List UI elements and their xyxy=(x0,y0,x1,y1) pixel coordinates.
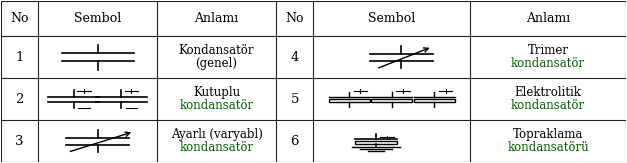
Text: Trimer: Trimer xyxy=(527,44,569,57)
Text: Sembol: Sembol xyxy=(368,12,415,25)
Text: kondansatörü: kondansatörü xyxy=(507,141,589,154)
Text: 3: 3 xyxy=(15,135,24,148)
Text: Ayarlı (varyabl): Ayarlı (varyabl) xyxy=(171,128,263,141)
Text: 1: 1 xyxy=(15,51,24,64)
Text: kondansatör: kondansatör xyxy=(179,141,253,154)
Text: kondansatör: kondansatör xyxy=(511,57,585,70)
Text: No: No xyxy=(285,12,304,25)
Text: 2: 2 xyxy=(15,93,24,106)
Text: Sembol: Sembol xyxy=(74,12,121,25)
Text: Kutuplu: Kutuplu xyxy=(193,86,240,99)
Text: No: No xyxy=(10,12,29,25)
Text: 6: 6 xyxy=(290,135,299,148)
Text: (genel): (genel) xyxy=(196,57,238,70)
Text: kondansatör: kondansatör xyxy=(511,99,585,112)
Text: Anlamı: Anlamı xyxy=(194,12,239,25)
Text: Anlamı: Anlamı xyxy=(526,12,570,25)
Text: 4: 4 xyxy=(290,51,299,64)
Text: Topraklama: Topraklama xyxy=(513,128,583,141)
Text: kondansatör: kondansatör xyxy=(179,99,253,112)
Text: Elektrolitik: Elektrolitik xyxy=(515,86,581,99)
Text: Kondansatör: Kondansatör xyxy=(179,44,255,57)
Text: 5: 5 xyxy=(290,93,299,106)
